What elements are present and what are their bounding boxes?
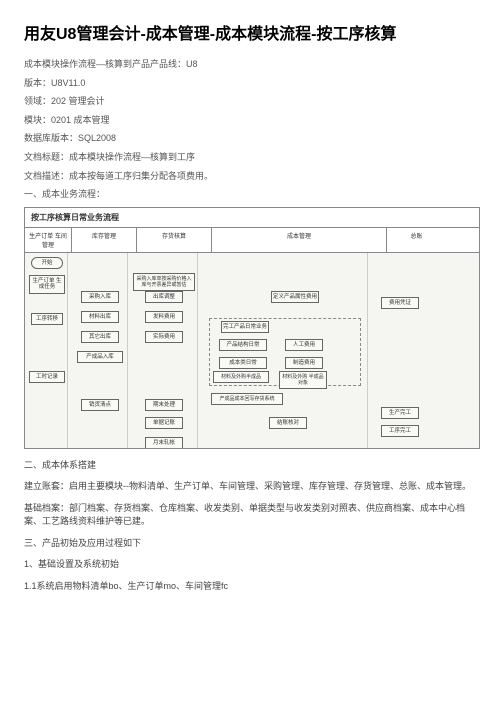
node-n3: 工时记录 <box>29 371 65 384</box>
node-n19: 人工费用 <box>285 339 323 352</box>
node-start: 开始 <box>31 257 63 270</box>
section2-p1: 建立账套：启用主要模块--物料清单、生产订单、车间管理、采购管理、库存管理、存货… <box>24 480 480 494</box>
node-n18: 产品结构日常 <box>219 339 267 352</box>
section2-title: 二、成本体系搭建 <box>24 459 480 473</box>
node-n13: 单据记账 <box>145 417 183 430</box>
node-n11: 发料费用 <box>145 311 183 324</box>
node-n15: 月末轧帐 <box>145 437 183 449</box>
node-n16: 定义产品属性费用 <box>271 291 319 304</box>
meta-subtitle: 成本模块操作流程—核算到产品产品线：U8 <box>24 58 480 71</box>
node-n23: 材料及外购 半成品对象 <box>279 371 327 389</box>
node-n28: 工序完工 <box>381 425 419 438</box>
flowchart-title: 按工序核算日常业务流程 <box>25 208 479 228</box>
col-head-3: 成本管理 <box>212 228 387 252</box>
col-head-2: 存货核算 <box>137 228 212 252</box>
node-n5: 材料出库 <box>81 311 119 324</box>
meta-doc-title: 文档标题：成本模块操作流程—核算到工序 <box>24 151 480 164</box>
meta-doc-desc: 文档描述：成本按每道工序归集分配各项费用。 <box>24 170 480 183</box>
node-n17: 完工产品日常业务 <box>221 321 269 334</box>
node-n26: 费用凭证 <box>381 297 419 310</box>
node-n24: 产成品成本回写存货系统 <box>211 393 283 405</box>
section3-title: 三、产品初始及应用过程如下 <box>24 537 480 551</box>
node-n9: 采购入库单按采购价格入库与开票差异或暂估 <box>133 273 195 291</box>
col-head-0: 生产订单 车间管理 <box>25 228 72 252</box>
node-n12: 实际费用 <box>145 331 183 344</box>
node-n21: 制造费用 <box>285 357 323 370</box>
meta-module: 模块：0201 成本管理 <box>24 114 480 127</box>
node-n25: 结账核对 <box>269 417 307 430</box>
node-n27: 生产完工 <box>381 407 419 420</box>
node-n22: 材料及外购半成品 <box>213 371 269 383</box>
flowchart-body: 开始 生产订单 生成任务 工序转移 工时记录 采购入库 材料出库 其它出库 产成… <box>25 253 479 449</box>
node-n8: 销货清点 <box>81 399 119 412</box>
node-n20: 成本类日常 <box>219 357 267 370</box>
section2-p2: 基础档案：部门档案、存货档案、仓库档案、收发类别、单据类型与收发类别对照表、供应… <box>24 502 480 529</box>
node-n1: 生产订单 生成任务 <box>29 275 65 294</box>
meta-version: 版本：U8V11.0 <box>24 77 480 90</box>
col-head-4: 总账 <box>387 228 446 252</box>
flowchart: 按工序核算日常业务流程 生产订单 车间管理 库存管理 存货核算 成本管理 总账 … <box>24 207 480 449</box>
meta-db: 数据库版本：SQL2008 <box>24 132 480 145</box>
node-n10: 出库调整 <box>145 291 183 304</box>
section3-1: 1、基础设置及系统初始 <box>24 558 480 572</box>
node-n4: 采购入库 <box>81 291 119 304</box>
section3-1-1: 1.1系统启用物料清单bo、生产订单mo、车间管理fc <box>24 580 480 594</box>
flowchart-header: 生产订单 车间管理 库存管理 存货核算 成本管理 总账 <box>25 228 479 253</box>
page-title: 用友U8管理会计-成本管理-成本模块流程-按工序核算 <box>24 20 480 44</box>
node-n2: 工序转移 <box>31 313 63 326</box>
meta-domain: 领域：202 管理会计 <box>24 95 480 108</box>
node-n14: 期末处理 <box>145 399 183 412</box>
node-n7: 产成品入库 <box>77 351 123 364</box>
section1-title: 一、成本业务流程： <box>24 188 480 201</box>
node-n6: 其它出库 <box>81 331 119 344</box>
col-head-1: 库存管理 <box>72 228 137 252</box>
